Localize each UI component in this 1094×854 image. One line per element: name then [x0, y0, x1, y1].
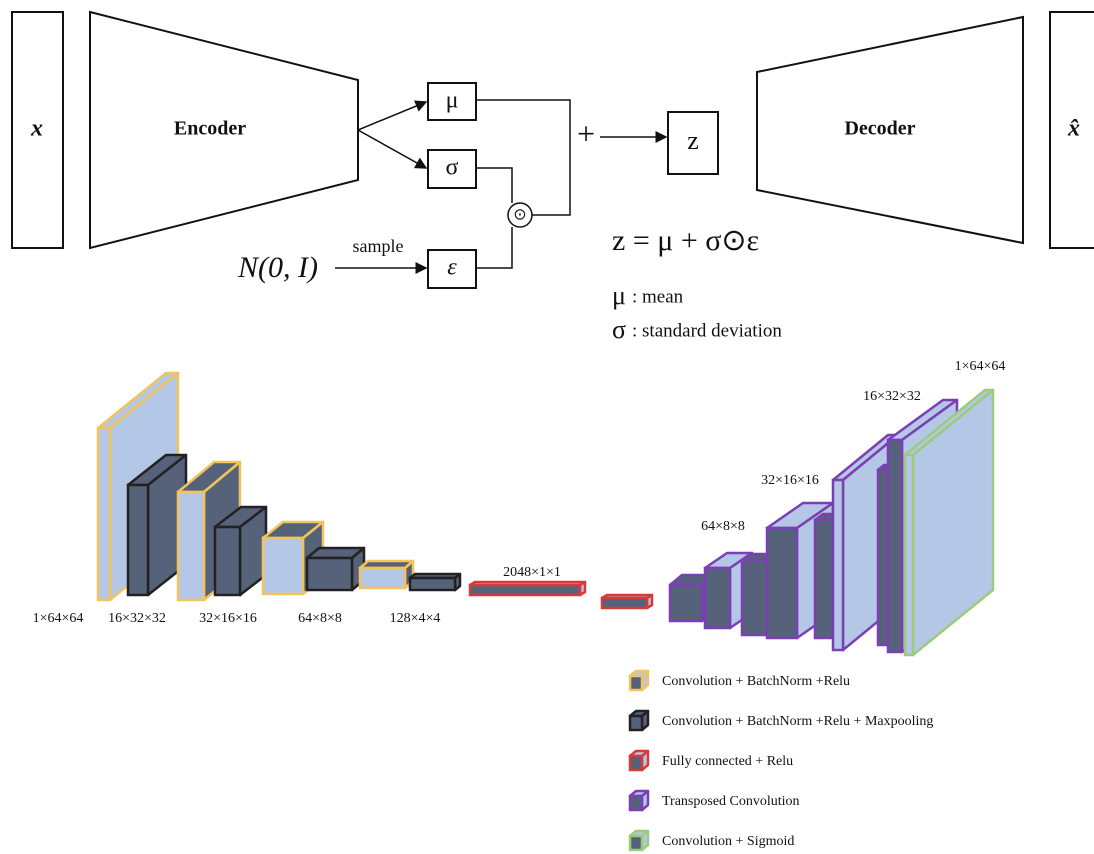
layer-front: [470, 585, 580, 595]
layer-front: [815, 520, 833, 638]
layer-front: [833, 480, 843, 650]
layer-front: [128, 485, 148, 595]
layer-front: [263, 538, 303, 594]
layer-front: [360, 568, 405, 588]
legend-text: Convolution + BatchNorm +Relu: [662, 674, 850, 689]
latent-label: z: [687, 126, 699, 155]
legend-text: Convolution + Sigmoid: [662, 834, 794, 849]
equation: z = μ + σ⊙ε: [612, 224, 759, 257]
arrow: [358, 102, 426, 130]
layer-front: [878, 470, 888, 645]
encoder-label: Encoder: [174, 118, 246, 140]
connector: [476, 100, 570, 215]
arrow: [358, 130, 426, 168]
hadamard-label: ⊙: [513, 207, 526, 224]
layer-front: [630, 796, 642, 810]
layer-front: [630, 756, 642, 770]
layer-front: [767, 528, 797, 638]
input-label: x: [30, 116, 43, 142]
layer-front: [705, 568, 730, 628]
legend-text: Transposed Convolution: [662, 794, 800, 809]
notation-text: : standard deviation: [632, 320, 782, 341]
layer-label: 16×32×32: [863, 389, 921, 404]
layer-front: [742, 560, 768, 635]
layer-front: [307, 558, 352, 590]
layer-label: 64×8×8: [701, 519, 745, 534]
notation-text: : mean: [632, 286, 684, 307]
output-label: x̂: [1067, 116, 1080, 142]
plus-label: +: [577, 115, 595, 151]
layer-label: 1×64×64: [33, 611, 84, 626]
layer-label: 32×16×16: [761, 473, 819, 488]
layer-label: 1×64×64: [955, 359, 1006, 374]
layer-label: 128×4×4: [390, 611, 441, 626]
decoder-label: Decoder: [844, 118, 915, 140]
legend-text: Fully connected + Relu: [662, 754, 793, 769]
layer-front: [630, 716, 642, 730]
connector: [476, 227, 512, 268]
legend-text: Convolution + BatchNorm +Relu + Maxpooli…: [662, 714, 933, 729]
layer-label: 16×32×32: [108, 611, 166, 626]
page: x Encoder μ σ ε ⊙ + z Decoder x̂ N(0, I)…: [0, 0, 1094, 854]
layer-label: 2048×1×1: [503, 565, 561, 580]
layer-label: 64×8×8: [298, 611, 342, 626]
layer-front: [178, 492, 204, 600]
layer-front: [888, 440, 902, 652]
notation-symbol: μ: [612, 281, 626, 310]
notation-symbol: σ: [612, 315, 626, 344]
layer-front: [410, 578, 455, 590]
layer-front: [670, 585, 702, 621]
layer-front: [215, 527, 240, 595]
layer-front: [905, 455, 913, 655]
layer-label: 32×16×16: [199, 611, 257, 626]
prior-label: N(0, I): [237, 251, 318, 284]
layer-front: [602, 598, 647, 608]
connector: [476, 168, 512, 203]
mu-label: μ: [446, 88, 459, 114]
sample-label: sample: [353, 236, 404, 256]
layer-front: [630, 676, 642, 690]
layer-front: [98, 428, 110, 600]
diagram: x Encoder μ σ ε ⊙ + z Decoder x̂ N(0, I)…: [0, 0, 1094, 854]
epsilon-label: ε: [447, 255, 457, 281]
layer-front: [630, 836, 642, 850]
sigma-label: σ: [446, 155, 459, 181]
